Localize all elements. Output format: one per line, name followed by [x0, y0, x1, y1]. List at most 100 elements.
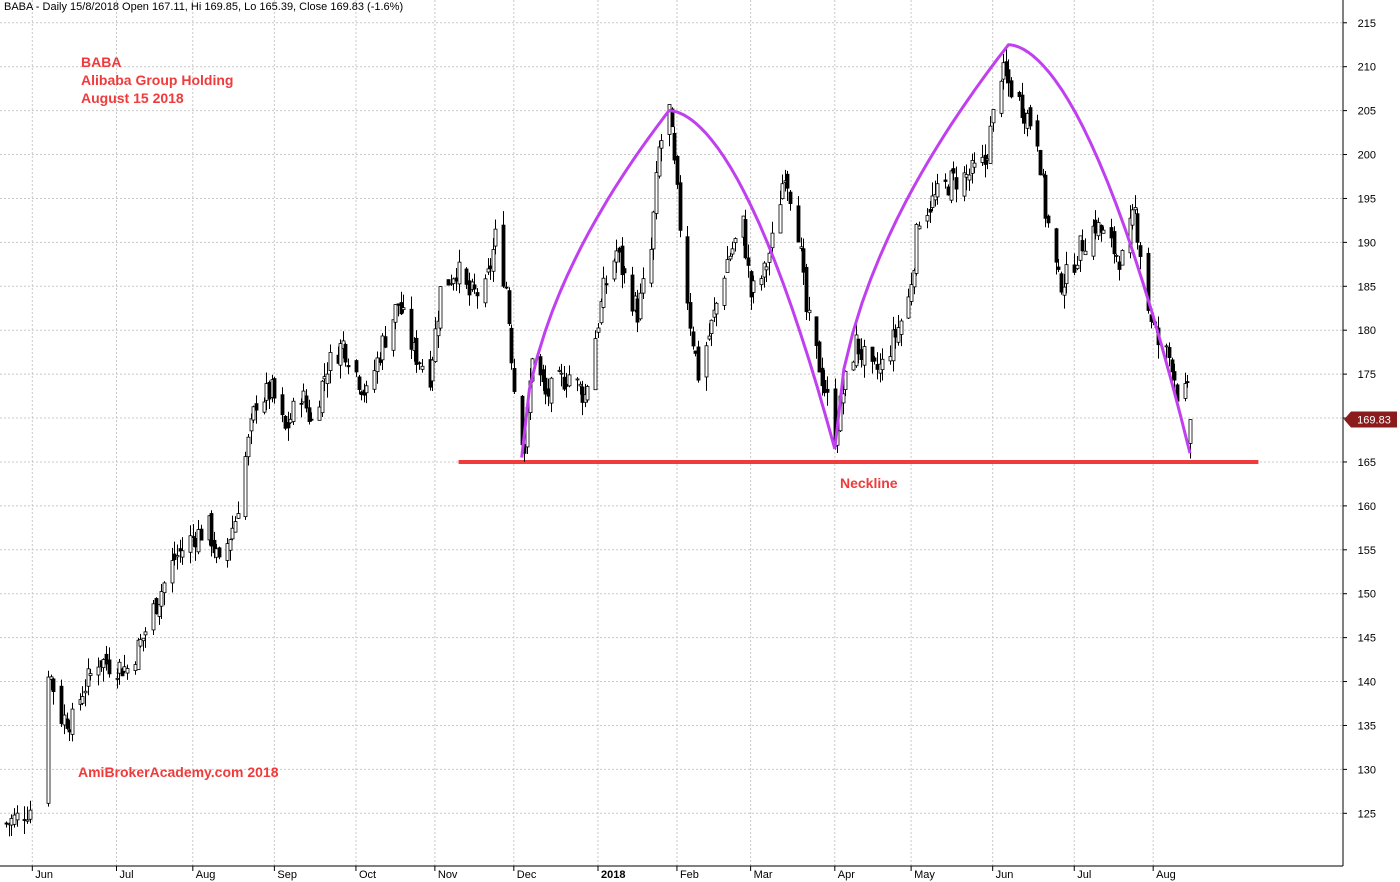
- candle-body: [65, 718, 70, 729]
- candle: [483, 274, 488, 308]
- candle-body: [80, 696, 85, 704]
- candle: [286, 411, 291, 441]
- candle-body: [875, 364, 880, 370]
- candle: [236, 501, 241, 519]
- candle: [778, 190, 783, 234]
- x-tick-label: Oct: [359, 869, 376, 881]
- candle: [856, 338, 861, 364]
- candle: [196, 519, 201, 555]
- candle-body: [688, 302, 693, 329]
- candle: [575, 377, 580, 392]
- candle-body: [546, 388, 551, 397]
- candle-body: [1046, 215, 1051, 224]
- y-tick-label: 185: [1358, 281, 1376, 293]
- candle-body: [1172, 371, 1177, 381]
- x-tick-label: Mar: [754, 869, 773, 881]
- candle-body: [614, 250, 619, 263]
- candle-body: [909, 284, 914, 302]
- candle: [399, 291, 404, 315]
- candle-body: [785, 173, 790, 189]
- candle: [999, 79, 1004, 118]
- candle-body: [999, 80, 1004, 114]
- candle: [1083, 238, 1088, 256]
- candle-body: [249, 418, 254, 432]
- candle-body: [1128, 217, 1133, 254]
- candle: [696, 340, 701, 383]
- candle-body: [246, 436, 251, 458]
- candle-body: [254, 403, 259, 411]
- candle-body: [1064, 264, 1069, 285]
- candle-body: [1101, 229, 1106, 234]
- candle: [501, 211, 506, 288]
- candle: [804, 263, 809, 321]
- candle: [733, 237, 738, 252]
- candle: [51, 677, 56, 705]
- candle: [1128, 205, 1133, 259]
- candle: [949, 169, 954, 204]
- candle-body: [822, 379, 827, 394]
- candle: [141, 637, 146, 652]
- candle: [338, 339, 343, 379]
- candle: [401, 294, 406, 313]
- candle: [343, 342, 348, 367]
- candle-body: [617, 247, 622, 253]
- y-tick-label: 210: [1358, 62, 1376, 74]
- candle-body: [872, 357, 877, 362]
- candle-body: [15, 812, 20, 821]
- candle: [317, 400, 322, 421]
- candle: [28, 800, 33, 824]
- candle-body: [567, 374, 572, 387]
- x-tick-label: Jul: [1077, 869, 1091, 881]
- candle-body: [472, 284, 477, 290]
- candle: [930, 182, 935, 212]
- candle-body: [622, 268, 627, 274]
- candle: [1114, 253, 1119, 263]
- candle: [291, 397, 296, 425]
- candle: [746, 244, 751, 278]
- candle-body: [1114, 254, 1119, 257]
- candle-body: [46, 676, 51, 804]
- candle: [233, 516, 238, 533]
- candle: [454, 268, 459, 291]
- candle: [101, 658, 106, 682]
- candle: [1054, 227, 1059, 275]
- candle-body: [501, 224, 506, 287]
- candle-body: [988, 125, 993, 164]
- candle-body: [283, 415, 288, 429]
- candle: [880, 348, 885, 381]
- candle-body: [193, 538, 198, 548]
- candle-body: [304, 395, 309, 409]
- candle-body: [214, 548, 219, 558]
- candle-body: [125, 668, 130, 674]
- candle: [875, 352, 880, 380]
- candle-body: [225, 543, 230, 561]
- x-tick-label: Aug: [1156, 869, 1176, 881]
- candle-body: [557, 369, 562, 372]
- candle: [817, 340, 822, 373]
- candle: [151, 600, 156, 635]
- candle: [375, 351, 380, 384]
- candle-body: [162, 582, 167, 594]
- annotation-watermark: AmiBrokerAcademy.com 2018: [78, 764, 279, 780]
- candle-body: [62, 714, 67, 726]
- candle: [559, 363, 564, 387]
- candle: [925, 208, 930, 229]
- pattern-arc-2: [833, 43, 1192, 454]
- candle-body: [104, 653, 109, 665]
- candle-body: [233, 521, 238, 533]
- candle-body: [309, 418, 314, 421]
- candle: [601, 266, 606, 309]
- candle-body: [593, 338, 598, 391]
- candle: [346, 358, 351, 375]
- candle-body: [704, 345, 709, 378]
- candle: [175, 544, 180, 570]
- candle: [283, 415, 288, 431]
- candle: [1091, 219, 1096, 260]
- candle-body: [299, 402, 304, 405]
- candle-body: [641, 278, 646, 294]
- candle-body: [1043, 174, 1048, 219]
- y-tick-label: 125: [1358, 808, 1376, 820]
- candle-body: [714, 302, 719, 315]
- candle-body: [707, 335, 712, 340]
- candle: [1117, 255, 1122, 281]
